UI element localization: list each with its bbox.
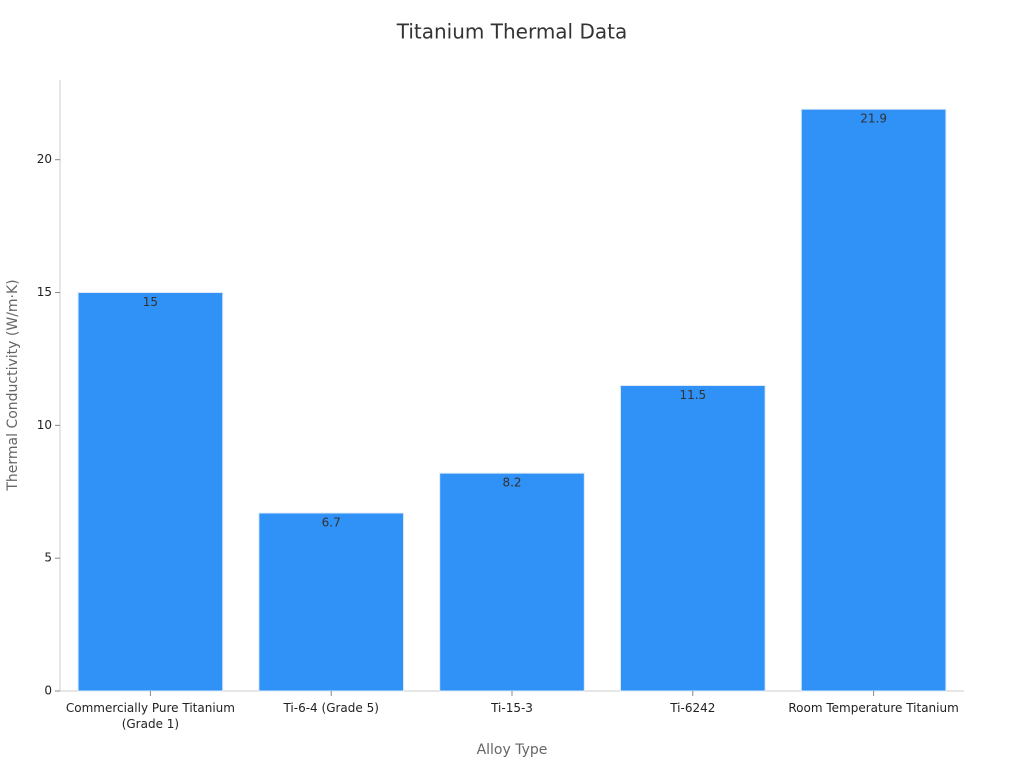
value-label: 15 (143, 295, 158, 309)
bar (619, 385, 766, 692)
bar (77, 292, 224, 692)
x-tick-label: Ti-6-4 (Grade 5) (283, 701, 379, 715)
x-tick-label: Commercially Pure Titanium (Grade 1) (65, 701, 235, 731)
value-label: 6.7 (322, 516, 341, 530)
y-tick-label: 10 (37, 418, 52, 432)
value-label: 21.9 (860, 112, 887, 126)
bar (439, 472, 585, 692)
x-tick-label: Ti-6242 (670, 701, 716, 715)
x-tick-label: Ti-15-3 (491, 701, 533, 715)
y-tick-label: 5 (44, 551, 52, 565)
bar (800, 108, 947, 692)
bar (258, 512, 405, 692)
chart-title: Titanium Thermal Data (396, 20, 627, 44)
x-axis-title: Alloy Type (477, 742, 548, 758)
value-label: 11.5 (679, 388, 706, 402)
value-label: 8.2 (502, 476, 521, 490)
y-tick-label: 15 (37, 285, 52, 299)
y-tick-label: 20 (37, 152, 52, 166)
y-axis-title: Thermal Conductivity (W/m·K) (5, 279, 21, 491)
x-tick-label: Room Temperature Titanium (788, 701, 959, 715)
y-tick-label: 0 (44, 684, 52, 698)
